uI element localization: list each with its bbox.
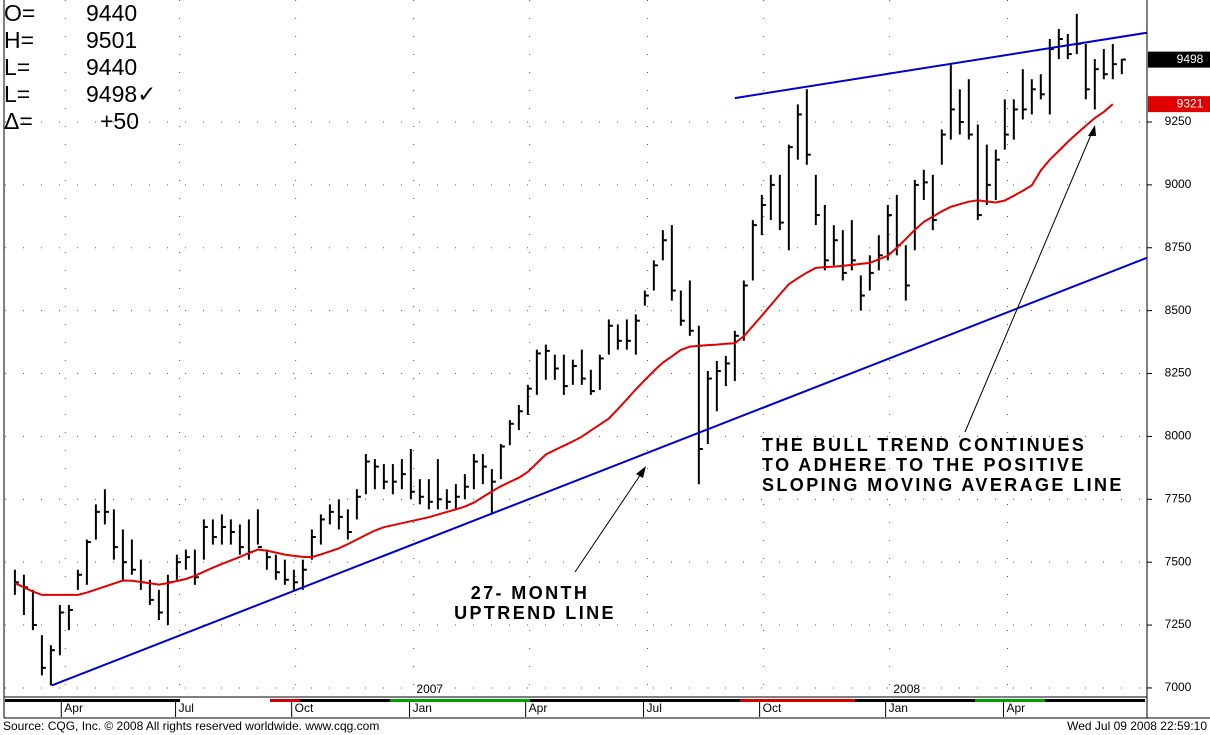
moving-average xyxy=(14,103,1114,596)
year-label: 2007 xyxy=(416,682,443,696)
x-tick-label: Jan xyxy=(889,701,908,715)
footer-timestamp: Wed Jul 09 2008 22:59:10 xyxy=(1067,719,1207,733)
y-tick-label: 7250 xyxy=(1165,617,1192,631)
strip xyxy=(975,699,1045,702)
y-tick-label: 7000 xyxy=(1165,680,1192,694)
readout-value: 9498✓ xyxy=(86,81,156,107)
trendline xyxy=(734,31,1148,100)
arrowhead xyxy=(636,466,646,478)
x-tick-label: Oct xyxy=(763,701,782,715)
arrow xyxy=(964,129,1094,433)
y-tick-label: 7750 xyxy=(1165,491,1192,505)
annotation-text: THE BULL TREND CONTINUES xyxy=(762,435,1086,455)
price-marker xyxy=(1148,51,1210,68)
ohlc-readout: O= 9440 H= 9501 L= 9440 L= 9498✓ Δ= +50 xyxy=(4,0,156,134)
y-tick-label: 8500 xyxy=(1165,303,1192,317)
price-marker-label: 9321 xyxy=(1177,96,1204,110)
footer-source: Source: CQG, Inc. © 2008 All rights rese… xyxy=(3,719,379,733)
arrowhead xyxy=(1088,125,1096,136)
x-tick-label: Jul xyxy=(179,701,194,715)
readout-value: 9501 xyxy=(86,27,137,53)
readout-label: Δ= xyxy=(4,108,33,134)
x-tick-label: Apr xyxy=(529,701,548,715)
y-tick-label: 9000 xyxy=(1165,177,1192,191)
x-tick-label: Apr xyxy=(64,701,83,715)
year-label: 2008 xyxy=(893,682,920,696)
readout-value: +50 xyxy=(100,108,139,134)
strip xyxy=(300,699,390,702)
plot xyxy=(13,13,1148,687)
trendline xyxy=(51,256,1148,687)
annotation-text: TO ADHERE TO THE POSITIVE xyxy=(762,455,1086,475)
strip xyxy=(390,699,530,702)
x-tick-label: Jan xyxy=(413,701,432,715)
readout-label: L= xyxy=(4,81,30,107)
y-tick-label: 8750 xyxy=(1165,240,1192,254)
y-tick-label: 8000 xyxy=(1165,429,1192,443)
strip xyxy=(270,699,300,702)
annotation-text: UPTREND LINE xyxy=(454,603,616,623)
arrow xyxy=(574,470,644,573)
readout-label: L= xyxy=(4,54,30,80)
annotation: THE BULL TREND CONTINUES TO ADHERE TO TH… xyxy=(454,125,1124,623)
strip xyxy=(530,699,740,702)
x-tick-label: Oct xyxy=(295,701,314,715)
readout-label: O= xyxy=(4,0,35,26)
strip xyxy=(5,699,180,702)
annotation-text: 27- MONTH xyxy=(471,583,590,603)
x-tick-label: Apr xyxy=(1007,701,1026,715)
x-tick-label: Jul xyxy=(647,701,662,715)
y-tick-label: 7500 xyxy=(1165,554,1192,568)
price-marker-label: 9498 xyxy=(1177,52,1204,66)
strip xyxy=(855,699,975,702)
strip xyxy=(740,699,855,702)
y-tick-label: 9250 xyxy=(1165,114,1192,128)
readout-label: H= xyxy=(4,27,34,53)
readout-value: 9440 xyxy=(86,54,137,80)
annotation-text: SLOPING MOVING AVERAGE LINE xyxy=(762,475,1124,495)
strip xyxy=(1045,699,1145,702)
month-strip xyxy=(5,699,1145,702)
y-tick-label: 8250 xyxy=(1165,366,1192,380)
price-marker xyxy=(1148,96,1210,113)
readout-value: 9440 xyxy=(86,0,137,26)
